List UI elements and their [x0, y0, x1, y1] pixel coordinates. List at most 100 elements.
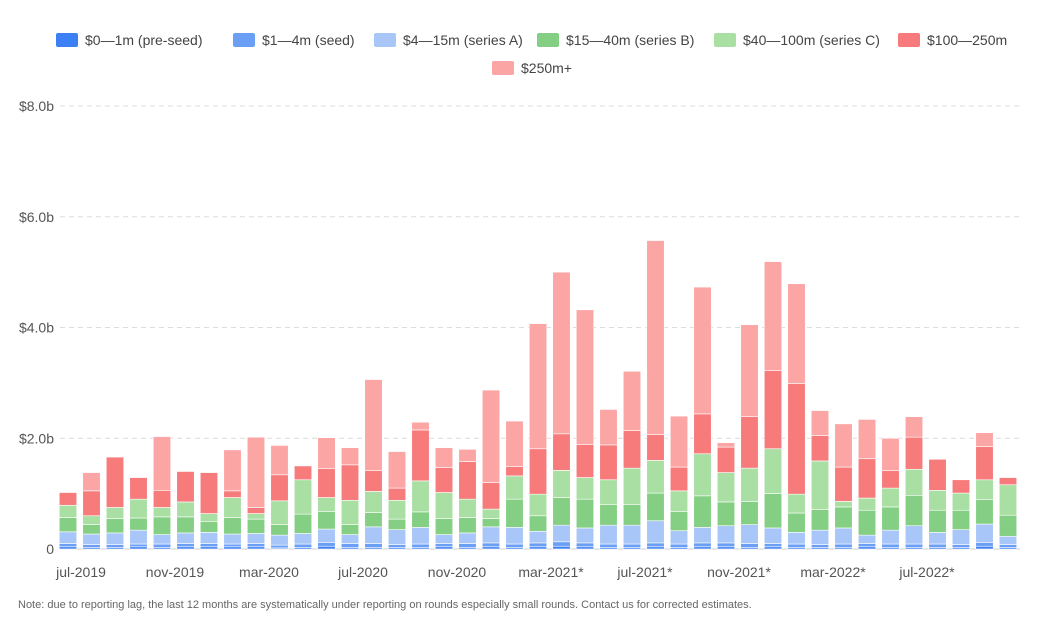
bar-segment[interactable] [646, 460, 665, 494]
bar-segment[interactable] [58, 531, 78, 544]
bar-segment[interactable] [364, 470, 383, 492]
bar-stack[interactable] [881, 437, 900, 550]
bar-segment[interactable] [646, 542, 665, 548]
bar-segment[interactable] [857, 509, 877, 536]
legend-item[interactable]: $40—100m (series C) [714, 32, 880, 48]
bar-segment[interactable] [199, 521, 219, 533]
bar-segment[interactable] [82, 524, 101, 535]
bar-segment[interactable] [481, 542, 501, 548]
bar-segment[interactable] [364, 543, 383, 548]
bar-segment[interactable] [975, 499, 994, 525]
bar-segment[interactable] [434, 467, 454, 493]
bar-segment[interactable] [599, 524, 618, 545]
bar-stack[interactable] [998, 477, 1018, 550]
bar-segment[interactable] [505, 498, 524, 528]
bar-stack[interactable] [505, 420, 524, 550]
bar-segment[interactable] [434, 492, 454, 519]
bar-segment[interactable] [716, 442, 736, 448]
bar-segment[interactable] [810, 460, 830, 510]
bar-segment[interactable] [82, 533, 101, 545]
bar-segment[interactable] [575, 444, 595, 478]
bar-segment[interactable] [505, 543, 524, 548]
legend-item[interactable]: $100—250m [898, 32, 1007, 48]
bar-stack[interactable] [599, 409, 618, 550]
bar-segment[interactable] [528, 530, 548, 544]
bar-stack[interactable] [928, 458, 947, 550]
bar-segment[interactable] [129, 517, 148, 531]
bar-segment[interactable] [152, 534, 172, 545]
bar-segment[interactable] [552, 497, 571, 526]
bar-segment[interactable] [716, 546, 736, 550]
bar-segment[interactable] [834, 543, 853, 548]
bar-segment[interactable] [528, 493, 548, 517]
bar-stack[interactable] [317, 437, 336, 550]
bar-segment[interactable] [881, 487, 900, 508]
bar-segment[interactable] [246, 546, 266, 550]
bar-segment[interactable] [881, 470, 900, 489]
bar-segment[interactable] [857, 546, 877, 550]
bar-segment[interactable] [904, 525, 924, 545]
bar-segment[interactable] [340, 499, 360, 525]
bar-segment[interactable] [693, 542, 712, 548]
bar-stack[interactable] [387, 451, 407, 550]
bar-stack[interactable] [364, 379, 383, 550]
bar-segment[interactable] [646, 240, 665, 435]
bar-segment[interactable] [740, 324, 759, 417]
bar-stack[interactable] [810, 410, 830, 550]
bar-segment[interactable] [998, 544, 1018, 548]
bar-segment[interactable] [834, 423, 853, 468]
bar-stack[interactable] [834, 423, 853, 550]
bar-segment[interactable] [951, 492, 971, 511]
bar-segment[interactable] [810, 509, 830, 531]
bar-stack[interactable] [340, 447, 360, 550]
bar-segment[interactable] [340, 543, 360, 548]
bar-segment[interactable] [904, 543, 924, 548]
bar-segment[interactable] [857, 534, 877, 544]
bar-segment[interactable] [763, 370, 783, 450]
bar-stack[interactable] [763, 261, 783, 550]
bar-segment[interactable] [552, 541, 571, 547]
bar-segment[interactable] [787, 283, 806, 384]
bar-segment[interactable] [669, 511, 689, 532]
bar-segment[interactable] [505, 466, 524, 477]
bar-segment[interactable] [834, 506, 853, 529]
bar-segment[interactable] [434, 447, 454, 468]
bar-segment[interactable] [857, 419, 877, 460]
bar-segment[interactable] [58, 546, 78, 550]
bar-segment[interactable] [646, 434, 665, 461]
bar-segment[interactable] [411, 543, 430, 548]
bar-segment[interactable] [458, 498, 477, 518]
bar-segment[interactable] [810, 410, 830, 436]
bar-stack[interactable] [58, 492, 78, 550]
bar-segment[interactable] [317, 545, 336, 550]
bar-segment[interactable] [552, 433, 571, 471]
bar-segment[interactable] [246, 507, 266, 514]
bar-segment[interactable] [387, 451, 407, 489]
bar-segment[interactable] [364, 379, 383, 471]
bar-stack[interactable] [857, 419, 877, 550]
bar-segment[interactable] [669, 415, 689, 468]
bar-segment[interactable] [270, 445, 289, 476]
bar-segment[interactable] [810, 435, 830, 462]
bar-segment[interactable] [411, 480, 430, 513]
bar-segment[interactable] [928, 532, 947, 545]
bar-segment[interactable] [105, 456, 125, 508]
bar-segment[interactable] [693, 413, 712, 455]
bar-segment[interactable] [434, 534, 454, 544]
legend-item[interactable]: $4—15m (series A) [374, 32, 523, 48]
bar-stack[interactable] [552, 271, 571, 550]
bar-segment[interactable] [152, 507, 172, 518]
bar-segment[interactable] [669, 466, 689, 492]
bar-segment[interactable] [152, 543, 172, 548]
bar-segment[interactable] [740, 543, 759, 548]
bar-segment[interactable] [904, 416, 924, 438]
bar-segment[interactable] [763, 448, 783, 494]
bar-segment[interactable] [787, 532, 806, 545]
bar-segment[interactable] [998, 484, 1018, 516]
bar-segment[interactable] [669, 530, 689, 545]
bar-segment[interactable] [552, 524, 571, 543]
bar-segment[interactable] [787, 512, 806, 533]
bar-segment[interactable] [293, 479, 313, 515]
bar-segment[interactable] [575, 542, 595, 548]
bar-segment[interactable] [58, 492, 78, 506]
